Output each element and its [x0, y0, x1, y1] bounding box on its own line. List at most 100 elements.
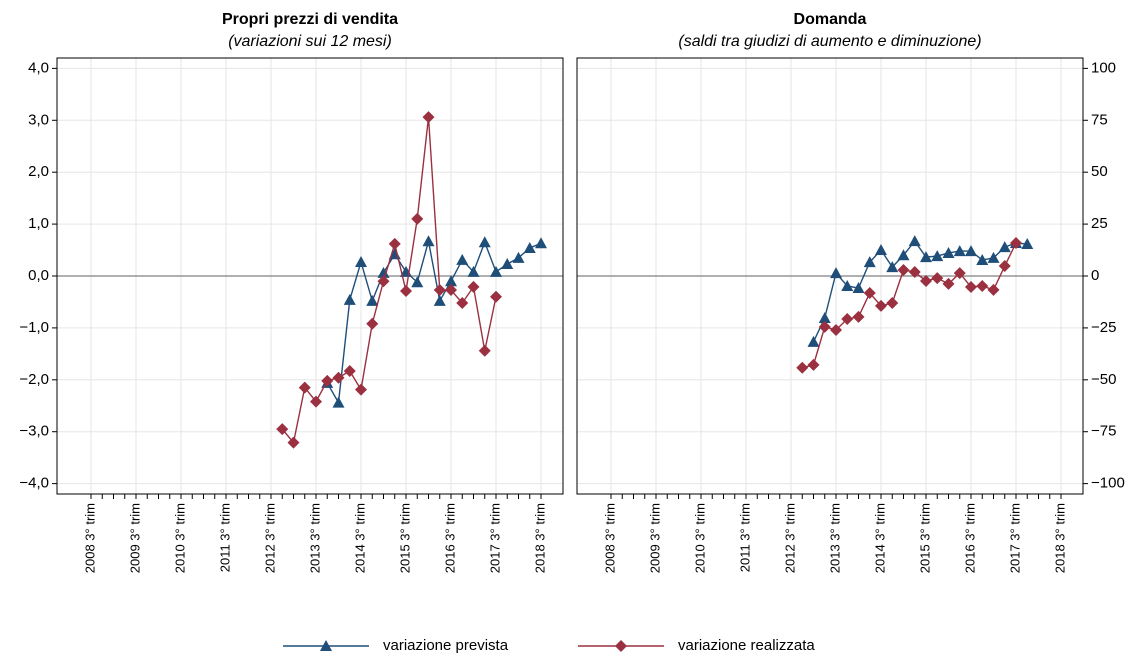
chart-subtitle: (variazioni sui 12 mesi): [228, 33, 392, 50]
x-tick-label: 2009 3° trim: [127, 503, 142, 573]
x-tick-label: 2011 3° trim: [737, 503, 752, 572]
x-tick-label: 2013 3° trim: [307, 503, 322, 573]
x-tick-label: 2014 3° trim: [352, 503, 367, 573]
marker-diamond: [467, 280, 480, 293]
marker-triangle: [366, 294, 379, 306]
marker-triangle: [535, 237, 547, 249]
marker-triangle: [523, 241, 536, 253]
marker-diamond: [897, 263, 910, 276]
marker-triangle: [332, 396, 345, 408]
marker-diamond: [942, 277, 955, 290]
x-tick-label: 2012 3° trim: [262, 503, 277, 573]
x-tick-label: 2017 3° trim: [1007, 503, 1022, 573]
marker-triangle: [490, 265, 502, 277]
marker-diamond: [987, 283, 1000, 296]
marker-triangle: [1021, 238, 1034, 250]
x-tick-label: 2014 3° trim: [872, 503, 887, 573]
chart-title: Propri prezzi di vendita: [222, 11, 398, 28]
marker-diamond: [366, 317, 379, 330]
x-tick-label: 2018 3° trim: [532, 503, 547, 573]
marker-triangle: [320, 640, 332, 651]
y-tick-label: 50: [1091, 163, 1108, 180]
marker-triangle: [863, 256, 876, 268]
y-tick-label: −2,0: [19, 371, 49, 388]
marker-triangle: [818, 311, 831, 323]
x-tick-label: 2009 3° trim: [647, 503, 662, 573]
marker-triangle: [377, 266, 390, 278]
marker-triangle: [433, 294, 446, 306]
legend-label: variazione realizzata: [678, 637, 815, 654]
marker-triangle: [422, 235, 435, 247]
marker-diamond: [355, 383, 367, 396]
marker-diamond: [400, 285, 412, 298]
x-tick-label: 2010 3° trim: [692, 503, 707, 573]
x-tick-label: 2012 3° trim: [782, 503, 797, 573]
y-tick-label: −1,0: [19, 319, 49, 336]
marker-diamond: [411, 212, 424, 225]
marker-triangle: [355, 255, 367, 267]
marker-diamond: [445, 284, 457, 297]
x-tick-label: 2008 3° trim: [82, 503, 97, 573]
marker-diamond: [456, 296, 469, 309]
marker-diamond: [875, 299, 887, 312]
marker-diamond: [886, 296, 899, 309]
y-tick-label: −100: [1091, 475, 1125, 492]
marker-triangle: [998, 241, 1011, 253]
marker-triangle: [976, 254, 989, 266]
y-tick-label: 4,0: [28, 59, 49, 76]
y-tick-label: −50: [1091, 371, 1116, 388]
y-tick-label: 0,0: [28, 267, 49, 284]
marker-diamond: [343, 364, 356, 377]
marker-triangle: [875, 244, 887, 256]
x-tick-label: 2015 3° trim: [397, 503, 412, 573]
marker-triangle: [942, 246, 955, 258]
marker-diamond: [796, 361, 809, 374]
marker-diamond: [965, 281, 977, 294]
marker-diamond: [298, 381, 311, 394]
marker-triangle: [886, 261, 899, 273]
marker-diamond: [332, 371, 345, 384]
marker-diamond: [478, 344, 491, 357]
marker-diamond: [490, 290, 502, 303]
marker-triangle: [343, 293, 356, 305]
marker-diamond: [998, 260, 1011, 273]
x-tick-label: 2011 3° trim: [217, 503, 232, 572]
marker-triangle: [931, 250, 944, 262]
marker-diamond: [920, 274, 932, 287]
marker-diamond: [388, 237, 401, 250]
marker-diamond: [908, 266, 921, 279]
marker-diamond: [276, 423, 289, 436]
marker-diamond: [953, 267, 966, 280]
plot-frame: [576, 57, 1084, 495]
x-tick-label: 2017 3° trim: [487, 503, 502, 573]
marker-triangle: [467, 265, 480, 277]
marker-diamond: [1010, 236, 1022, 249]
marker-triangle: [456, 253, 469, 265]
y-tick-label: 2,0: [28, 163, 49, 180]
marker-triangle: [512, 251, 525, 263]
marker-triangle: [908, 235, 921, 247]
marker-triangle: [841, 279, 854, 291]
marker-diamond: [818, 320, 831, 333]
marker-triangle: [830, 267, 842, 279]
x-tick-label: 2013 3° trim: [827, 503, 842, 573]
y-tick-label: −4,0: [19, 475, 49, 492]
marker-triangle: [411, 276, 424, 288]
y-tick-label: −25: [1091, 319, 1116, 336]
marker-diamond: [310, 395, 322, 408]
marker-diamond: [830, 323, 842, 336]
legend-label: variazione prevista: [383, 637, 509, 654]
chart-title: Domanda: [794, 11, 867, 28]
y-tick-label: −75: [1091, 423, 1116, 440]
marker-triangle: [987, 251, 1000, 263]
x-tick-label: 2015 3° trim: [917, 503, 932, 573]
marker-diamond: [422, 111, 435, 124]
series-line: [281, 117, 497, 445]
marker-diamond: [863, 287, 876, 300]
marker-diamond: [852, 310, 865, 323]
x-tick-label: 2016 3° trim: [442, 503, 457, 573]
y-tick-label: 3,0: [28, 111, 49, 128]
marker-triangle: [852, 282, 865, 294]
plot-frame: [56, 57, 564, 495]
